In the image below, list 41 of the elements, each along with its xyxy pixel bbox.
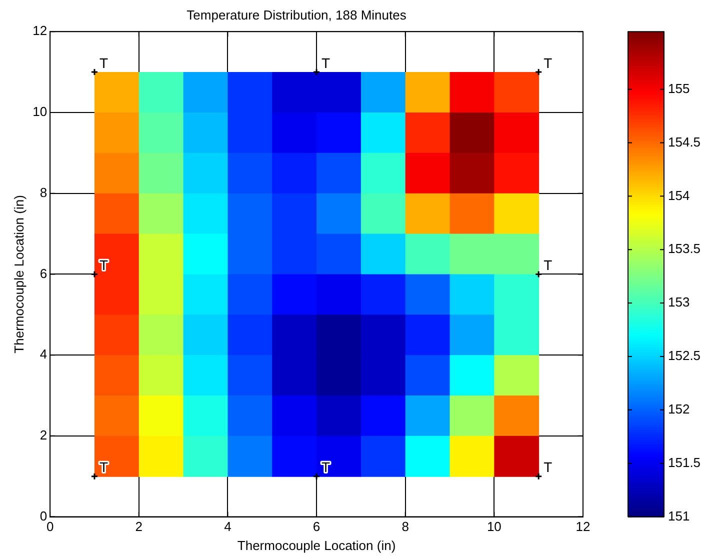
- annotation: T: [322, 54, 331, 71]
- y-tick-label: 2: [40, 428, 48, 443]
- y-tick-label: 6: [40, 266, 48, 281]
- point: [312, 472, 320, 480]
- color-bar-label: 153.5: [668, 241, 701, 256]
- point: [90, 472, 98, 480]
- color-bar-label: 151.5: [668, 454, 701, 470]
- x-tick-label: 4: [224, 519, 232, 534]
- annotation: T: [99, 459, 108, 476]
- point: [534, 270, 542, 278]
- point: [534, 68, 542, 76]
- y-tick-label: 12: [32, 23, 48, 38]
- annotation: T: [99, 54, 108, 71]
- y-axis-title: Thermocouple Location (in): [11, 195, 26, 354]
- color-bar-label: 154.5: [668, 134, 701, 150]
- annotation: T: [544, 257, 553, 274]
- annotation: T: [544, 459, 553, 476]
- y-tick-label: 4: [40, 346, 48, 362]
- x-tick-label: 2: [135, 519, 142, 534]
- y-tick-label: 10: [32, 104, 48, 120]
- x-tick-label: 6: [312, 519, 320, 534]
- x-tick-label: 8: [402, 519, 409, 534]
- annotation: T: [544, 54, 553, 71]
- annotation: T: [99, 257, 108, 274]
- color-bar-label: 152: [668, 402, 690, 417]
- x-tick-label: 12: [576, 519, 590, 534]
- point: [90, 270, 98, 278]
- color-bar-label: 154: [668, 188, 690, 203]
- x-tick-label: 10: [486, 519, 502, 534]
- point: [90, 68, 98, 76]
- x-axis-title: Thermocouple Location (in): [237, 538, 396, 553]
- color-bar-label: 155: [668, 80, 690, 96]
- y-tick-label: 0: [40, 508, 48, 524]
- point: [312, 68, 320, 76]
- color-bar-label: 152.5: [668, 348, 701, 364]
- color-bar-label: 153: [668, 294, 690, 310]
- chart-title: Temperature Distribution, 188 Minutes: [186, 7, 407, 22]
- color-bar-label: 151: [668, 508, 690, 524]
- y-tick-label: 8: [40, 184, 48, 200]
- point: [534, 472, 542, 480]
- annotation: T: [322, 459, 331, 476]
